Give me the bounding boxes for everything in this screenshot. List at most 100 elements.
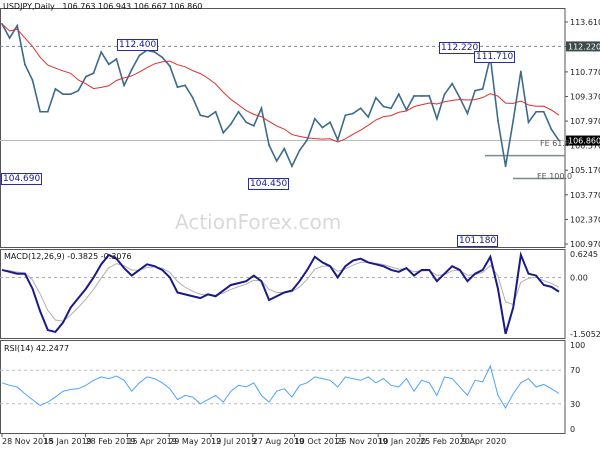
price-point [100,51,103,53]
chart-title: USDJPY,Daily 106.763 106.943 106.667 106… [3,2,202,11]
y-tick-label: 105.170 [570,166,600,175]
price-point [367,116,370,118]
price-point [77,89,80,92]
price-point [397,93,400,96]
price-point [92,72,95,75]
price-point [497,119,499,122]
x-tick-label: 15 Jan 2019 [44,437,92,446]
price-panel [0,8,566,248]
x-tick-label: 28 Nov 2018 [2,437,53,446]
price-point [115,58,118,60]
price-point [8,37,11,39]
y-tick-label: 113.610 [570,18,600,27]
x-tick-label: 25 Nov 2019 [336,437,387,446]
price-point [329,121,331,124]
price-series [1,23,560,169]
macd-y-tick-label: -1.5052 [570,330,600,339]
symbol-title: USDJPY,Daily [3,2,55,11]
x-tick-label: 9 Apr 2020 [462,437,506,446]
price-point [123,84,125,87]
price-point [252,124,255,127]
price-point [207,116,209,118]
price-point [512,119,515,122]
price-point [176,86,179,89]
current-price-box [566,135,600,146]
price-point [107,63,110,66]
price-point [245,121,248,124]
annotation-low: 104.690 [1,173,43,185]
watermark: ActionForex.com [175,210,342,234]
price-point [168,65,171,67]
price-point [382,105,385,108]
x-tick-label: 25 Feb 2020 [420,437,470,446]
price-point [458,96,461,99]
macd-panel [0,249,566,339]
y-tick-label: 102.370 [570,215,600,224]
price-point [344,114,347,117]
macd-y-tick-label: 0.6245 [570,250,598,259]
price-point [443,93,446,96]
price-point [283,147,286,150]
price-point [268,144,270,147]
price-point [428,95,431,97]
rsi-y-tick-label: 70 [570,366,580,375]
price-point [504,165,507,168]
price-point [138,54,141,57]
price-point [161,56,164,59]
price-point [550,128,553,131]
rsi-panel [0,340,566,434]
price-point [275,160,278,162]
y-tick-label: 103.770 [570,191,600,200]
price-point [527,121,530,124]
price-point [535,110,538,113]
y-tick-label: 100.970 [570,240,600,249]
x-tick-label: 10 Jan 2020 [378,437,426,446]
fib-label: FE 100.0 [537,172,573,181]
price-point [436,117,438,120]
price-point [237,110,240,113]
price-point [352,112,354,115]
price-point [199,114,202,117]
macd-label: MACD(12,26,9) -0.3825 -0.3076 [4,252,132,261]
price-point [153,51,156,53]
price-point [474,89,476,92]
price-point [85,75,87,78]
y-tick-label: 107.970 [570,117,600,126]
rsi-y-tick-label: 30 [570,400,580,409]
price-point [359,107,362,110]
price-point [306,138,309,141]
x-tick-label: 12 Jul 2019 [211,437,256,446]
price-point [54,88,57,90]
price-point [313,117,316,120]
price-point [184,84,187,87]
price-point [321,126,324,129]
rsi-y-tick-label: 100 [570,341,585,350]
price-point [69,93,72,96]
price-point [191,96,194,99]
y-tick-label: 110.770 [570,68,600,77]
ohlc-header: 106.763 106.943 106.667 106.860 [62,2,203,11]
price-point [23,63,26,66]
fib-label: FE 61.8 [540,139,571,148]
price-point [222,131,225,134]
price-point [230,123,232,125]
x-tick-label: 29 May 2019 [169,437,221,446]
price-point [16,24,19,27]
price-point [466,112,469,115]
rsi-line [1,364,560,410]
rsi-label: RSI(14) 42.2477 [4,344,70,353]
price-point [62,93,64,96]
price-point [214,110,217,113]
moving-average-line [1,23,560,143]
price-point [130,68,133,71]
x-tick-label: 27 Aug 2019 [253,437,304,446]
price-point [46,110,49,113]
annotation-low: 101.180 [457,235,499,247]
macd-line [1,251,560,335]
price-point [260,107,263,110]
price-point [291,165,293,168]
price-point [542,110,545,113]
price-point [374,96,377,99]
price-point [413,95,415,97]
